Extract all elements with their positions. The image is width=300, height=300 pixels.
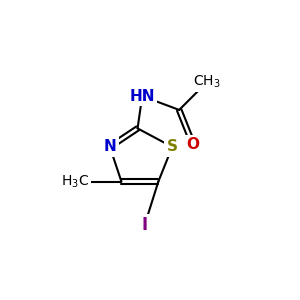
Text: N: N: [103, 140, 116, 154]
Text: O: O: [187, 137, 200, 152]
Text: $\mathregular{H_3C}$: $\mathregular{H_3C}$: [61, 173, 89, 190]
Text: I: I: [141, 216, 148, 234]
Text: S: S: [167, 140, 178, 154]
Text: $\mathregular{CH_3}$: $\mathregular{CH_3}$: [193, 74, 221, 90]
Text: HN: HN: [130, 88, 155, 104]
